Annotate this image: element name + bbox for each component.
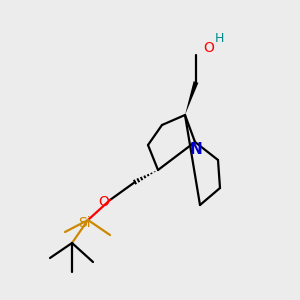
Text: O: O xyxy=(203,41,214,55)
Text: Si: Si xyxy=(78,216,90,230)
Polygon shape xyxy=(185,81,198,115)
Text: O: O xyxy=(99,195,110,209)
Text: N: N xyxy=(190,142,202,158)
Text: H: H xyxy=(215,32,224,44)
